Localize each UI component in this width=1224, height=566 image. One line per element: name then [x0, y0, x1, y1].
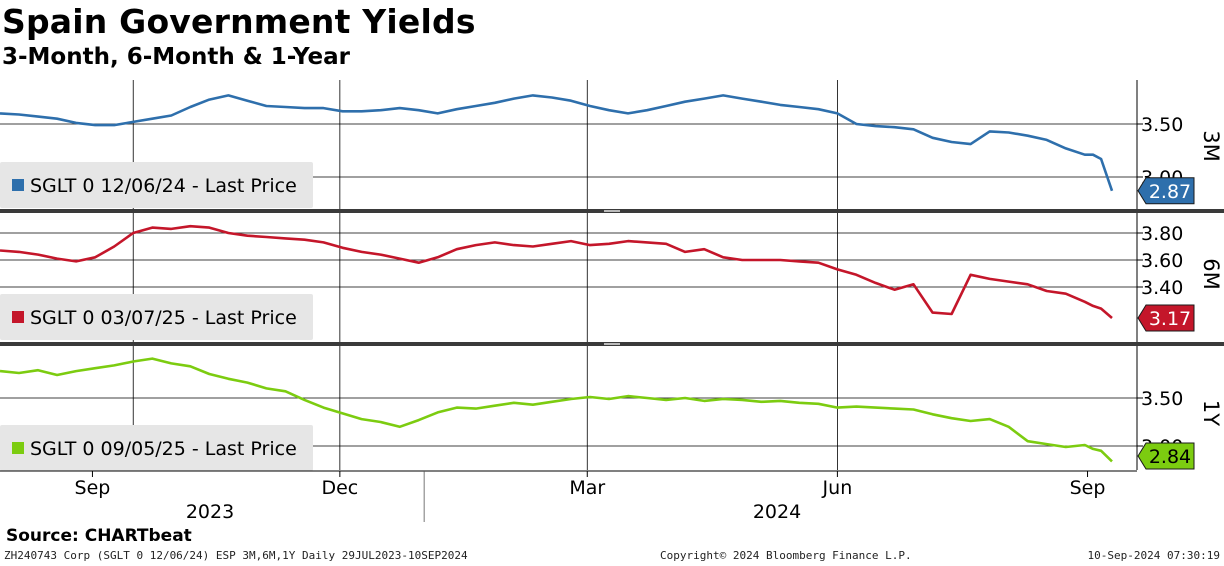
footer-security-info: ZH240743 Corp (SGLT 0 12/06/24) ESP 3M,6… [4, 549, 468, 562]
x-tick-label: Sep [1070, 477, 1106, 499]
legend-label: SGLT 0 09/05/25 - Last Price [30, 438, 297, 460]
panel-separator-handle [604, 343, 620, 345]
year-label-2024: 2024 [753, 501, 801, 523]
footer-timestamp: 10-Sep-2024 07:30:19 [1087, 549, 1220, 562]
legend-3m: SGLT 0 12/06/24 - Last Price [0, 162, 313, 208]
legend-swatch [12, 442, 24, 454]
panel-label-3m: 3M [1199, 130, 1223, 161]
last-value-tag-shape [1137, 442, 1195, 470]
series-line-1y [0, 357, 1113, 463]
last-value-label: 2.84 [1149, 446, 1191, 468]
last-value-tag-3m: 2.87 [1137, 177, 1195, 205]
last-value-label: 2.87 [1149, 181, 1191, 203]
panel-label-1y: 1Y [1199, 400, 1223, 426]
legend-swatch [12, 311, 24, 323]
panel-separator-handle [604, 210, 620, 212]
y-tick-label: 3.60 [1141, 250, 1183, 272]
y-tick-label: 3.40 [1141, 277, 1183, 299]
chart-subtitle: 3-Month, 6-Month & 1-Year [2, 44, 350, 70]
y-tick-label: 3.50 [1141, 388, 1183, 410]
last-value-tag-6m: 3.17 [1137, 304, 1195, 332]
panel-1y: 3.503.00SGLT 0 09/05/25 - Last Price2.84… [0, 345, 1223, 471]
y-tick-label: 3.50 [1141, 114, 1183, 136]
x-tick-label: Dec [321, 477, 358, 499]
panel-6m: 3.80 3.60 3.40 SGLT 0 03/07/25 - Last Price… [0, 212, 1223, 343]
x-tick-label: Sep [75, 477, 111, 499]
x-tick-label: Jun [822, 477, 853, 499]
legend-box [0, 162, 313, 208]
last-value-tag-1y: 2.84 [1137, 442, 1195, 470]
series-line-6m [0, 224, 1113, 319]
legend-6m: SGLT 0 03/07/25 - Last Price [0, 294, 313, 340]
x-tick-label: Mar [569, 477, 605, 499]
legend-label: SGLT 0 12/06/24 - Last Price [30, 175, 297, 197]
source-label: Source: CHARTbeat [6, 526, 192, 546]
legend-box [0, 425, 313, 471]
last-value-label: 3.17 [1149, 308, 1191, 330]
panel-3m: 3.503.00SGLT 0 12/06/24 - Last Price2.87… [0, 80, 1223, 210]
legend-swatch [12, 179, 24, 191]
panel-label-6m: 6M [1199, 258, 1223, 289]
legend-1y: SGLT 0 09/05/25 - Last Price [0, 425, 313, 471]
last-value-tag-shape [1137, 304, 1195, 332]
year-label-2023: 2023 [186, 501, 234, 523]
footer-copyright: Copyright© 2024 Bloomberg Finance L.P. [660, 549, 912, 562]
legend-label: SGLT 0 03/07/25 - Last Price [30, 307, 297, 329]
last-value-tag-shape [1137, 177, 1195, 205]
y-tick-label: 3.80 [1141, 223, 1183, 245]
chart-title: Spain Government Yields [2, 2, 476, 41]
legend-box [0, 294, 313, 340]
series-line-3m [0, 94, 1114, 192]
